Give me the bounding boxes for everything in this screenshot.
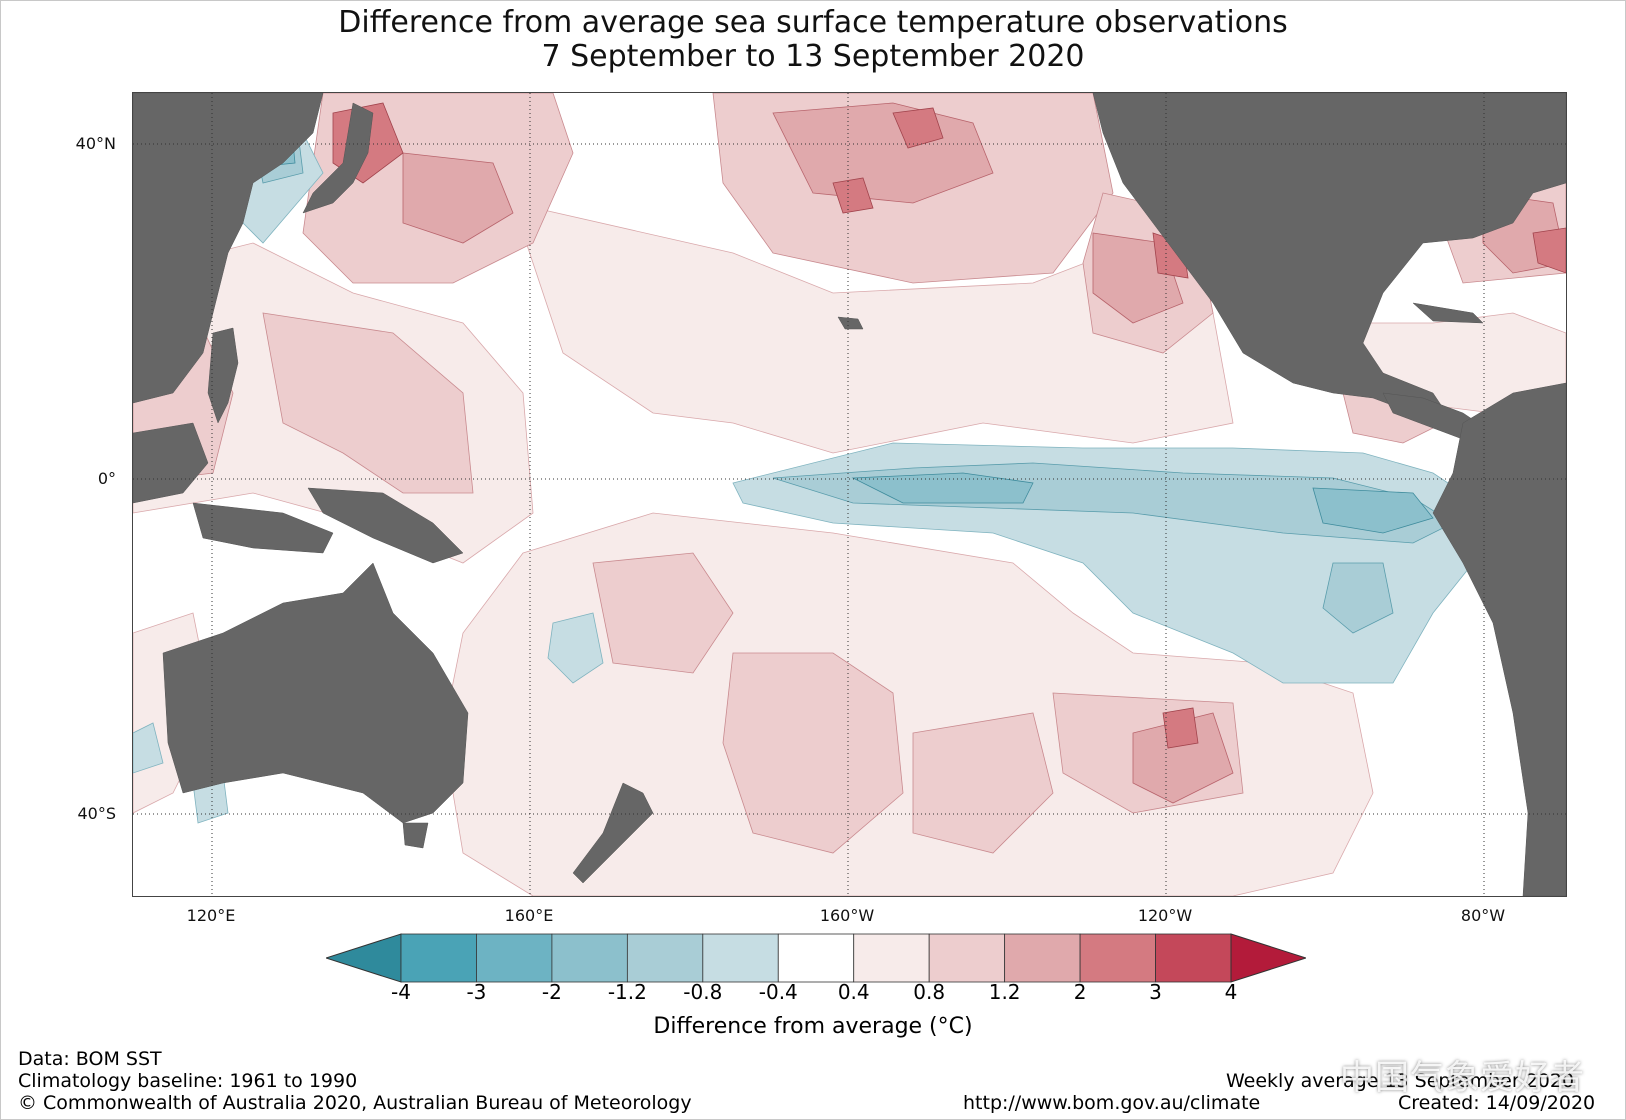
colorbar-segment <box>626 933 704 983</box>
colorbar-tick-label: -0.8 <box>683 980 723 1004</box>
colorbar-tick-label: 0.4 <box>837 980 870 1004</box>
colorbar-segment <box>476 933 553 983</box>
colorbar-tick-label: -4 <box>391 980 411 1004</box>
chart-subtitle: 7 September to 13 September 2020 <box>541 39 1085 74</box>
colorbar-segment <box>1079 933 1156 983</box>
colorbar-extend-high <box>1230 933 1306 983</box>
footer-copyright: © Commonwealth of Australia 2020, Austra… <box>18 1092 692 1114</box>
footer-weekly-average: Weekly average 13 September 2020 <box>1226 1070 1575 1092</box>
colorbar-segment <box>777 933 855 983</box>
land-masses <box>133 93 1566 896</box>
anomaly-strong-cool <box>272 142 1434 534</box>
chart-title: Difference from average sea surface temp… <box>338 5 1288 40</box>
colorbar-tick-label: 1.2 <box>988 980 1021 1004</box>
graticule <box>133 93 1566 896</box>
colorbar-tick-label: -3 <box>466 980 487 1004</box>
colorbar-tick-label: 4 <box>1224 980 1238 1004</box>
footer-url[interactable]: http://www.bom.gov.au/climate <box>963 1092 1261 1114</box>
lon-label-120w: 120°W <box>1137 906 1193 925</box>
colorbar-segment <box>1155 933 1232 983</box>
map-canvas <box>133 93 1566 896</box>
colorbar-extend-low <box>326 933 402 983</box>
colorbar-tick-label: -2 <box>541 980 562 1004</box>
footer-data-source: Data: BOM SST <box>18 1048 162 1070</box>
colorbar-segment <box>928 933 1006 983</box>
colorbar-tick-label: 3 <box>1149 980 1162 1004</box>
colorbar-tick-label: 2 <box>1073 980 1087 1004</box>
watermark-text: 中国气象爱好者 <box>1340 1058 1585 1098</box>
lat-label-40n: 40°N <box>75 134 116 153</box>
footer-baseline: Climatology baseline: 1961 to 1990 <box>18 1070 358 1092</box>
lat-label-equator: 0° <box>97 469 116 488</box>
colorbar-tick-label: 0.8 <box>913 980 946 1004</box>
colorbar-label: Difference from average (°C) <box>653 1014 973 1039</box>
lon-label-80w: 80°W <box>1460 906 1506 925</box>
colorbar-segment <box>853 933 930 983</box>
colorbar-tick-label: -0.4 <box>758 980 798 1004</box>
sst-anomaly-map <box>132 92 1567 897</box>
lat-label-40s: 40°S <box>77 804 116 823</box>
colorbar-segment <box>400 933 477 983</box>
colorbar-segment <box>702 933 779 983</box>
lon-label-160w: 160°W <box>819 906 875 925</box>
lon-label-160e: 160°E <box>504 906 554 925</box>
colorbar <box>326 933 1306 983</box>
lon-label-120e: 120°E <box>186 906 236 925</box>
colorbar-tick-label: -1.2 <box>607 980 647 1004</box>
colorbar-segment <box>1004 933 1081 983</box>
colorbar-segment <box>551 933 628 983</box>
footer-created: Created: 14/09/2020 <box>1398 1092 1596 1114</box>
